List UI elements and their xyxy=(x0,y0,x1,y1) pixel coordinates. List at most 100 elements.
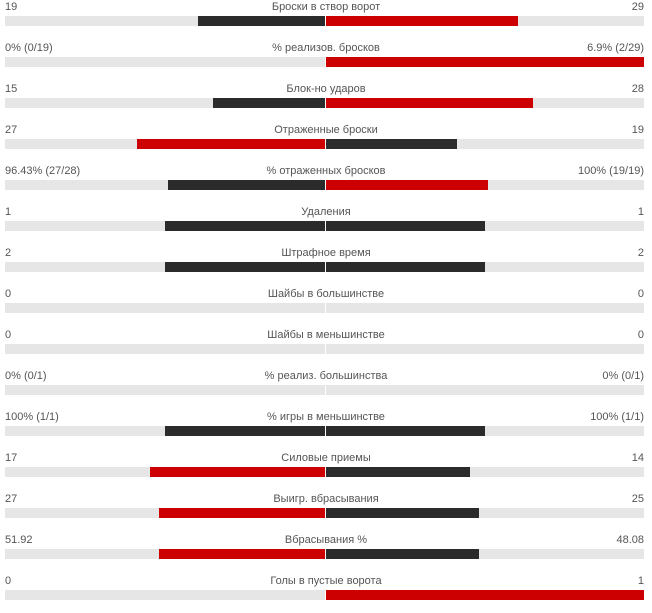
away-bar-track xyxy=(326,385,644,395)
home-bar-track xyxy=(5,385,325,395)
home-bar-track xyxy=(5,221,325,231)
home-value: 2 xyxy=(5,247,12,259)
home-bar xyxy=(150,467,325,477)
away-bar xyxy=(326,221,485,231)
away-bar-track xyxy=(326,344,644,354)
home-bar xyxy=(137,139,325,149)
home-bar xyxy=(165,426,325,436)
home-value: 0 xyxy=(5,575,12,587)
away-value: 0 xyxy=(637,329,644,341)
stat-label: Выигр. вбрасывания xyxy=(273,493,379,505)
home-bar-track xyxy=(5,467,325,477)
stat-row: 19 Броски в створ ворот 29 xyxy=(0,0,652,39)
home-value: 0% (0/19) xyxy=(5,42,53,54)
home-value: 96.43% (27/28) xyxy=(5,165,81,177)
away-bar-track xyxy=(326,57,644,67)
stat-row: 0 Шайбы в меньшинстве 0 xyxy=(0,326,652,367)
home-bar-track xyxy=(5,508,325,518)
stat-label: Голы в пустые ворота xyxy=(270,575,382,587)
stat-label: Шайбы в большинстве xyxy=(267,288,385,300)
home-value: 51.92 xyxy=(5,534,33,546)
stat-row: 0 Шайбы в большинстве 0 xyxy=(0,285,652,326)
stat-row: 15 Блок-но ударов 28 xyxy=(0,80,652,121)
home-value: 19 xyxy=(5,1,18,13)
home-value: 0% (0/1) xyxy=(5,370,47,382)
away-value: 100% (1/1) xyxy=(590,411,644,423)
away-bar-track xyxy=(326,221,644,231)
home-value: 27 xyxy=(5,493,18,505)
away-bar-track xyxy=(326,262,644,272)
stat-row: 51.92 Вбрасывания % 48.08 xyxy=(0,531,652,572)
home-bar-track xyxy=(5,590,325,600)
stat-label: Вбрасывания % xyxy=(284,534,368,546)
away-bar-track xyxy=(326,139,644,149)
home-bar-track xyxy=(5,139,325,149)
away-value: 1 xyxy=(637,206,644,218)
home-bar xyxy=(165,221,325,231)
stat-row: 0% (0/19) % реализов. бросков 6.9% (2/29) xyxy=(0,39,652,80)
away-value: 100% (19/19) xyxy=(577,165,644,177)
away-bar-track xyxy=(326,16,644,26)
home-bar-track xyxy=(5,57,325,67)
away-bar xyxy=(326,262,485,272)
home-bar-track xyxy=(5,549,325,559)
away-bar-track xyxy=(326,508,644,518)
home-value: 17 xyxy=(5,452,18,464)
away-value: 0 xyxy=(637,288,644,300)
stat-row: 96.43% (27/28) % отраженных бросков 100% (… xyxy=(0,162,652,203)
stat-label: Блок-но ударов xyxy=(286,83,366,95)
away-value: 6.9% (2/29) xyxy=(587,42,644,54)
stat-label: Броски в створ ворот xyxy=(271,1,381,13)
away-bar xyxy=(326,57,644,67)
away-value: 28 xyxy=(631,83,644,95)
away-value: 19 xyxy=(631,124,644,136)
away-value: 14 xyxy=(631,452,644,464)
stat-label: Отраженные броски xyxy=(274,124,378,136)
stat-label: % игры в меньшинстве xyxy=(267,411,385,423)
home-bar xyxy=(198,16,325,26)
home-bar-track xyxy=(5,426,325,436)
stat-row: 0% (0/1) % реализ. большинства 0% (0/1) xyxy=(0,367,652,408)
home-bar xyxy=(213,98,325,108)
stat-row: 17 Силовые приемы 14 xyxy=(0,449,652,490)
home-bar-track xyxy=(5,180,325,190)
home-value: 15 xyxy=(5,83,18,95)
away-bar-track xyxy=(326,426,644,436)
away-value: 48.08 xyxy=(616,534,644,546)
away-value: 0% (0/1) xyxy=(602,370,644,382)
away-bar-track xyxy=(326,590,644,600)
away-bar-track xyxy=(326,467,644,477)
stat-row: 2 Штрафное время 2 xyxy=(0,244,652,285)
stat-row: 1 Удаления 1 xyxy=(0,203,652,244)
away-bar xyxy=(326,16,518,26)
home-value: 1 xyxy=(5,206,12,218)
stat-label: Удаления xyxy=(301,206,351,218)
away-bar-track xyxy=(326,303,644,313)
stat-row: 0 Голы в пустые ворота 1 xyxy=(0,572,652,613)
stat-label: Силовые приемы xyxy=(281,452,371,464)
home-bar xyxy=(168,180,325,190)
stat-label: % реализ. большинства xyxy=(264,370,388,382)
home-bar-track xyxy=(5,344,325,354)
home-bar xyxy=(159,508,325,518)
stat-row: 100% (1/1) % игры в меньшинстве 100% (1/1) xyxy=(0,408,652,449)
home-value: 27 xyxy=(5,124,18,136)
away-bar xyxy=(326,590,644,600)
away-value: 1 xyxy=(637,575,644,587)
away-value: 2 xyxy=(637,247,644,259)
stat-label: Шайбы в меньшинстве xyxy=(267,329,385,341)
away-bar xyxy=(326,180,488,190)
home-bar-track xyxy=(5,16,325,26)
away-bar xyxy=(326,549,479,559)
stat-row: 27 Отраженные броски 19 xyxy=(0,121,652,162)
stat-label: % отраженных бросков xyxy=(266,165,386,177)
away-bar-track xyxy=(326,98,644,108)
home-bar-track xyxy=(5,262,325,272)
away-bar xyxy=(326,467,470,477)
away-value: 29 xyxy=(631,1,644,13)
away-bar xyxy=(326,508,479,518)
home-bar xyxy=(159,549,325,559)
home-bar-track xyxy=(5,98,325,108)
away-bar xyxy=(326,426,485,436)
away-bar-track xyxy=(326,549,644,559)
